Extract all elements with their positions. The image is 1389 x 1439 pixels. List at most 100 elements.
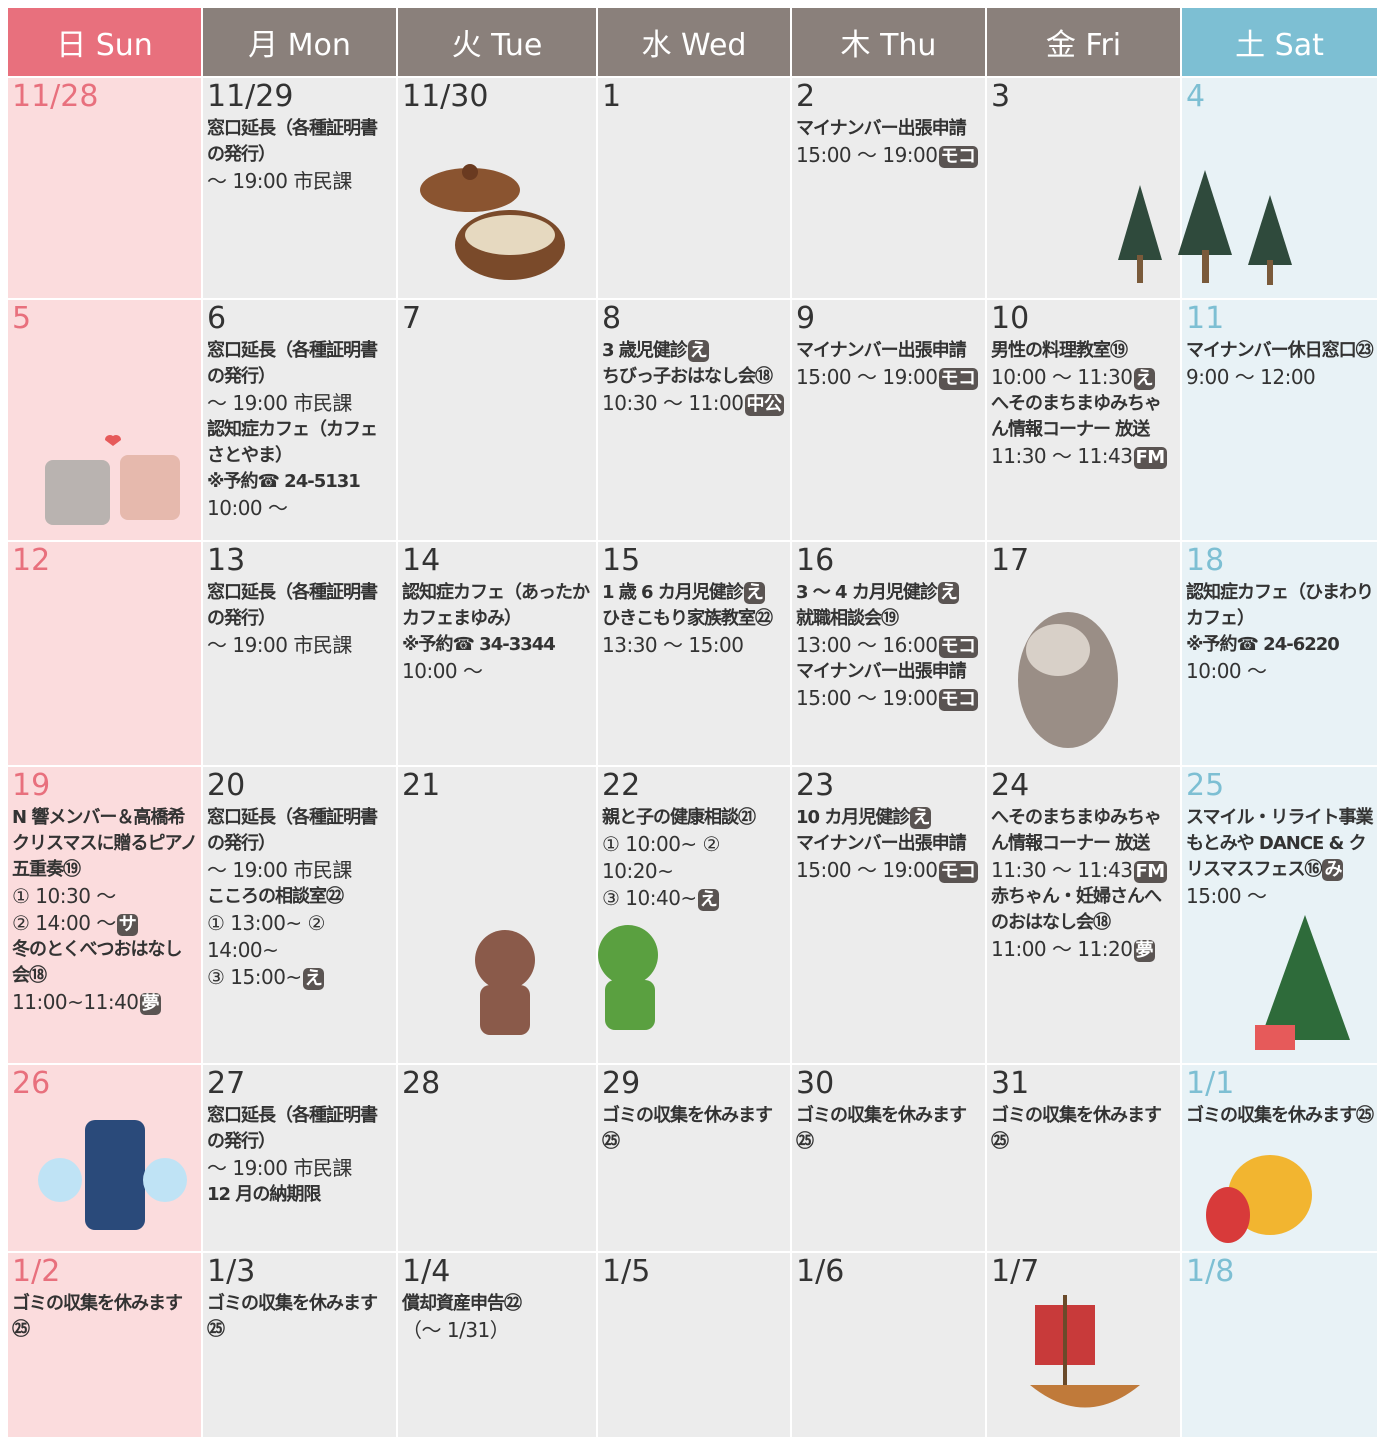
event-line: 窓口延長（各種証明書の発行） — [207, 116, 392, 168]
event-line: マイナンバー出張申請 — [796, 338, 981, 364]
day-cell: 12 — [8, 542, 201, 765]
day-cell: 6 窓口延長（各種証明書の発行） ～ 19:00 市民課 認知症カフェ（カフェさとやま… — [203, 300, 396, 540]
event-line: 赤ちゃん・妊婦さんへのおはなし会⑱ — [991, 884, 1176, 936]
event-text: ① 10:30 ～ — [12, 884, 116, 908]
event-text: ③ 10:40~ — [602, 886, 697, 910]
event-line: マイナンバー出張申請 — [796, 659, 981, 685]
date: 26 — [12, 1066, 51, 1101]
day-header: 月 Mon — [203, 8, 396, 76]
day-header: 木 Thu — [792, 8, 985, 76]
event-line: 9:00 ～ 12:00 — [1186, 364, 1373, 391]
event-line: ③ 10:40~ え — [602, 885, 786, 912]
event-line: 10:00 ～ — [1186, 658, 1373, 685]
event-line: ～ 19:00 市民課 — [207, 390, 392, 417]
day-cell: 1/6 — [792, 1253, 985, 1437]
date: 16 — [796, 543, 835, 578]
date: 25 — [1186, 768, 1225, 803]
event-line: ひきこもり家族教室㉒ — [602, 606, 786, 632]
event-text: 3 歳児健診 — [602, 340, 688, 361]
event-line: 15:00 ～ 19:00 モコ — [796, 857, 981, 884]
event-text: 認知症カフェ（あったかカフェまゆみ） — [402, 582, 590, 629]
event-line: へそのまちまゆみちゃん情報コーナー 放送 — [991, 391, 1176, 443]
date: 5 — [12, 301, 32, 336]
date: 11/29 — [207, 79, 294, 114]
day-cell: 22 親と子の健康相談㉑ ① 10:00~ ② 10:20~ ③ 10:40~ え — [598, 767, 790, 1063]
event-line: 3 歳児健診え — [602, 338, 786, 364]
day-cell: 24 へそのまちまゆみちゃん情報コーナー 放送 11:30 ～ 11:43 FM 赤ちゃ… — [987, 767, 1180, 1063]
event-text: 窓口延長（各種証明書の発行） — [207, 118, 378, 165]
date: 1/6 — [796, 1254, 845, 1289]
day-cell: 1/8 — [1182, 1253, 1377, 1437]
badge: え — [302, 968, 325, 990]
event-text: 1 歳 6 カ月児健診 — [602, 582, 744, 603]
event-text: 13:00 ～ 16:00 — [796, 633, 938, 657]
day-cell: 20 窓口延長（各種証明書の発行） ～ 19:00 市民課 こころの相談室㉒ ① 13:… — [203, 767, 396, 1063]
event-text: ※予約☎ 24-5131 — [207, 471, 361, 492]
event-text: N 響メンバー＆高橋希クリスマスに贈るピアノ五重奏⑲ — [12, 807, 198, 880]
event-text: 赤ちゃん・妊婦さんへのおはなし会⑱ — [991, 886, 1162, 933]
event-line: ゴミの収集を休みます㉕ — [796, 1103, 981, 1155]
day-cell: 13 窓口延長（各種証明書の発行） ～ 19:00 市民課 — [203, 542, 396, 765]
event-text: 窓口延長（各種証明書の発行） — [207, 340, 378, 387]
event-line: ～ 19:00 市民課 — [207, 168, 392, 195]
event-line: 10:00 ～ — [207, 495, 392, 522]
event-text: 親と子の健康相談㉑ — [602, 807, 756, 828]
event-line: 冬のとくべつおはなし会⑱ — [12, 937, 197, 989]
day-cell: 11/28 — [8, 78, 201, 298]
event-text: 冬のとくべつおはなし会⑱ — [12, 939, 182, 986]
event-line: マイナンバー休日窓口㉓ — [1186, 338, 1374, 364]
event-line: 11:30 ～ 11:43 FM — [991, 443, 1176, 470]
event-line: 13:30 ～ 15:00 — [602, 632, 786, 659]
day-cell: 27 窓口延長（各種証明書の発行） ～ 19:00 市民課 12 月の納期限 — [203, 1065, 396, 1251]
event-text: 窓口延長（各種証明書の発行） — [207, 1105, 378, 1152]
date: 28 — [402, 1066, 441, 1101]
event-line: マイナンバー出張申請 — [796, 831, 981, 857]
date: 13 — [207, 543, 246, 578]
day-cell: 1/1 ゴミの収集を休みます㉕ — [1182, 1065, 1377, 1251]
event-line: 窓口延長（各種証明書の発行） — [207, 805, 392, 857]
day-cell: 18 認知症カフェ（ひまわりカフェ） ※予約☎ 24-6220 10:00 ～ — [1182, 542, 1377, 765]
event-text: 男性の料理教室⑲ — [991, 340, 1128, 361]
event-text: ② 14:00 ～ — [12, 911, 116, 935]
day-cell: 29 ゴミの収集を休みます㉕ — [598, 1065, 790, 1251]
event-text: ～ 19:00 市民課 — [207, 633, 352, 657]
day-cell: 1/3 ゴミの収集を休みます㉕ — [203, 1253, 396, 1437]
day-header: 土 Sat — [1182, 8, 1377, 76]
event-line: 13:00 ～ 16:00 モコ — [796, 632, 981, 659]
event-text: こころの相談室㉒ — [207, 886, 344, 907]
date: 2 — [796, 79, 816, 114]
event-line: 12 月の納期限 — [207, 1182, 392, 1208]
event-line: ゴミの収集を休みます㉕ — [991, 1103, 1176, 1155]
day-cell: 11 マイナンバー休日窓口㉓ 9:00 ～ 12:00 — [1182, 300, 1377, 540]
date: 3 — [991, 79, 1011, 114]
date: 10 — [991, 301, 1030, 336]
event-line: （～ 1/31） — [402, 1317, 592, 1344]
date: 4 — [1186, 79, 1206, 114]
event-text: 13:30 ～ 15:00 — [602, 633, 744, 657]
event-line: 11:30 ～ 11:43 FM — [991, 857, 1176, 884]
event-text: 10 カ月児健診 — [796, 807, 910, 828]
date: 20 — [207, 768, 246, 803]
date: 19 — [12, 768, 51, 803]
date: 11/28 — [12, 79, 99, 114]
event-text: マイナンバー出張申請 — [796, 118, 967, 139]
event-text: ちびっ子おはなし会⑱ — [602, 366, 773, 387]
event-text: 3 ～ 4 カ月児健診 — [796, 582, 938, 603]
day-cell: 1 — [598, 78, 790, 298]
date: 8 — [602, 301, 622, 336]
event-text: へそのまちまゆみちゃん情報コーナー 放送 — [991, 807, 1162, 854]
event-line: 10 カ月児健診え — [796, 805, 981, 831]
date: 12 — [12, 543, 51, 578]
date: 21 — [402, 768, 441, 803]
day-header: 日 Sun — [8, 8, 201, 76]
event-line: ① 10:00~ ② 10:20~ — [602, 831, 786, 885]
event-text: 15:00 ～ 19:00 — [796, 686, 938, 710]
badge: 夢 — [139, 993, 162, 1015]
event-line: N 響メンバー＆高橋希クリスマスに贈るピアノ五重奏⑲ — [12, 805, 198, 883]
calendar: 日 Sun 月 Mon 火 Tue 水 Wed 木 Thu 金 Fri 土 Sat 11/28… — [8, 8, 1377, 1437]
event-line: ～ 19:00 市民課 — [207, 1155, 392, 1182]
badge: FM — [1133, 447, 1167, 469]
event-text: ゴミの収集を休みます㉕ — [991, 1105, 1162, 1152]
event-line: ～ 19:00 市民課 — [207, 632, 392, 659]
